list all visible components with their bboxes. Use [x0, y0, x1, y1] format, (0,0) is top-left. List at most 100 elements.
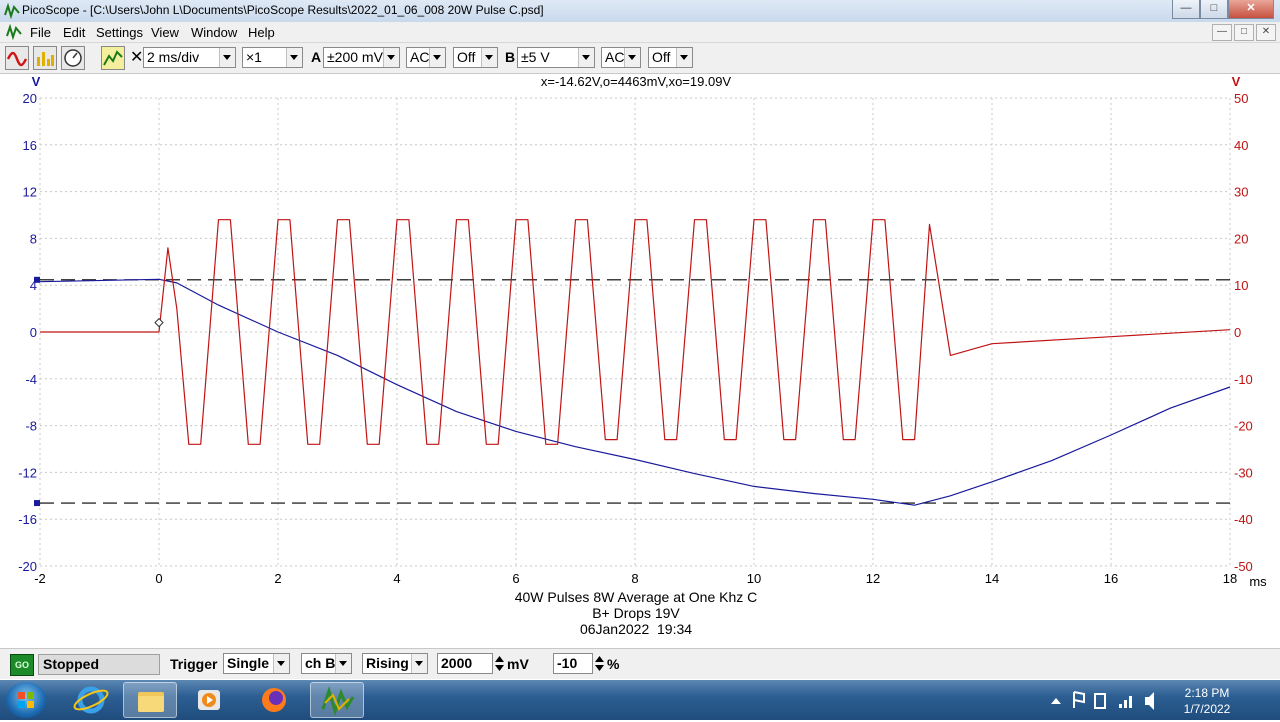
taskbar-picoscope[interactable] [310, 682, 364, 718]
x-tick-label: 0 [155, 571, 162, 586]
document-icon [6, 24, 22, 40]
add-view-button[interactable] [101, 46, 125, 70]
taskbar-media-player[interactable] [182, 682, 236, 718]
trigger-source-select[interactable]: ch B [301, 653, 352, 674]
y-left-tick-label: 0 [30, 325, 37, 340]
tray-icons [1051, 691, 1154, 710]
x-tick-label: 8 [631, 571, 638, 586]
channel-b-trace [40, 219, 1231, 445]
channel-b-label: B [505, 49, 516, 65]
channel-a-trace [39, 278, 1231, 506]
ruler-handle [34, 500, 40, 507]
annotation-line-2: B+ Drops 19V [592, 605, 680, 621]
go-button[interactable]: GO [10, 654, 34, 676]
y-left-tick-label: 12 [23, 185, 37, 200]
pretrigger-input[interactable]: -10 [553, 653, 593, 674]
x-tick-label: 4 [393, 571, 400, 586]
y-left-tick-label: 8 [30, 231, 37, 246]
doc-minimize-button[interactable]: — [1212, 24, 1232, 41]
chevron-down-icon [676, 48, 692, 67]
y-left-tick-label: 20 [23, 91, 37, 106]
menu-window[interactable]: Window [191, 25, 238, 40]
channel-a-filter-select[interactable]: Off [453, 47, 498, 68]
y-right-tick-label: 0 [1234, 325, 1241, 340]
timebase-value: 2 ms/div [147, 49, 200, 65]
y-right-tick-label: -50 [1234, 559, 1253, 574]
channel-b-filter-select[interactable]: Off [648, 47, 693, 68]
channel-b-range-value: ±5 V [521, 49, 550, 65]
maximize-button[interactable]: □ [1200, 0, 1228, 19]
y-left-tick-label: -8 [25, 419, 37, 434]
taskbar-internet-explorer[interactable] [64, 682, 118, 718]
taskbar-firefox[interactable] [247, 682, 301, 718]
menu-file[interactable]: File [30, 25, 51, 40]
chevron-down-icon [273, 654, 289, 673]
toolbar: ✕ 2 ms/div ×1 A ±200 mV AC Off B ±5 V AC… [0, 43, 1280, 74]
chevron-down-icon [578, 48, 594, 67]
zoom-select[interactable]: ×1 [242, 47, 303, 68]
window-title: PicoScope - [C:\Users\John L\Documents\P… [22, 3, 544, 17]
menu-settings[interactable]: Settings [96, 25, 143, 40]
pretrigger-spinner-icon[interactable] [594, 653, 605, 674]
firefox-icon [262, 688, 286, 712]
y-left-tick-label: 4 [30, 278, 37, 293]
tray-expand-icon [1051, 698, 1061, 704]
picoscope-taskbar-icon [321, 686, 355, 716]
channel-b-range-select[interactable]: ±5 V [517, 47, 595, 68]
clock[interactable]: 2:18 PM 1/7/2022 [1172, 685, 1242, 717]
trigger-source-value: ch B [305, 655, 336, 671]
start-button[interactable] [6, 682, 46, 718]
channel-b-coupling-value: AC [605, 49, 625, 65]
menu-view[interactable]: View [151, 25, 179, 40]
doc-close-button[interactable]: ✕ [1256, 24, 1276, 41]
channel-a-filter-value: Off [457, 49, 476, 65]
close-view-icon[interactable]: ✕ [130, 49, 144, 66]
x-axis-unit: ms [1249, 574, 1267, 589]
spectrum-bars-icon [37, 52, 54, 66]
annotation-line-1: 40W Pulses 8W Average at One Khz C [515, 589, 758, 605]
run-status: Stopped [38, 654, 160, 675]
taskbar-file-explorer[interactable] [123, 682, 177, 718]
x-tick-label: -2 [34, 571, 46, 586]
annotation-line-3: 06Jan2022 19:34 [580, 621, 692, 637]
meter-mode-button[interactable] [61, 46, 85, 70]
chevron-down-icon [624, 48, 640, 67]
x-tick-label: 6 [512, 571, 519, 586]
menu-edit[interactable]: Edit [63, 25, 86, 40]
y-right-tick-label: 50 [1234, 91, 1248, 106]
y-left-tick-label: -12 [18, 465, 37, 480]
scope-mode-button[interactable] [5, 46, 29, 70]
meter-gauge-icon [64, 49, 82, 67]
y-right-tick-label: -20 [1234, 419, 1253, 434]
x-tick-label: 18 [1223, 571, 1237, 586]
trigger-edge-select[interactable]: Rising [362, 653, 428, 674]
trigger-mode-select[interactable]: Single [223, 653, 290, 674]
spectrum-mode-button[interactable] [33, 46, 57, 70]
minimize-button[interactable]: — [1172, 0, 1200, 19]
picoscope-app-icon [4, 3, 20, 19]
x-tick-label: 14 [985, 571, 999, 586]
doc-restore-button[interactable]: □ [1234, 24, 1254, 41]
measurement-readout: x=-14.62V,o=4463mV,xo=19.09V [541, 74, 732, 89]
y-right-tick-label: 30 [1234, 185, 1248, 200]
threshold-unit: mV [507, 656, 529, 672]
threshold-spinner-icon[interactable] [494, 653, 505, 674]
right-axis-unit: V [1232, 74, 1241, 89]
close-button[interactable]: ✕ [1228, 0, 1274, 19]
timebase-select[interactable]: 2 ms/div [143, 47, 236, 68]
taskbar: 2:18 PM 1/7/2022 [0, 680, 1280, 720]
y-left-tick-label: -16 [18, 512, 37, 527]
menu-help[interactable]: Help [248, 25, 275, 40]
y-left-tick-label: -20 [18, 559, 37, 574]
trigger-mode-value: Single [227, 655, 270, 671]
y-right-tick-label: 10 [1234, 278, 1248, 293]
folder-icon [138, 692, 164, 712]
threshold-input[interactable]: 2000 [437, 653, 493, 674]
channel-b-coupling-select[interactable]: AC [601, 47, 641, 68]
trigger-edge-value: Rising [366, 655, 409, 671]
trace-icon [103, 50, 123, 66]
channel-a-range-select[interactable]: ±200 mV [323, 47, 400, 68]
status-bar: GO Stopped Trigger Single ch B Rising 20… [0, 648, 1280, 679]
channel-a-coupling-select[interactable]: AC [406, 47, 446, 68]
scope-view[interactable]: x=-14.62V,o=4463mV,xo=19.09V V V ms -2 0 2… [0, 73, 1280, 648]
